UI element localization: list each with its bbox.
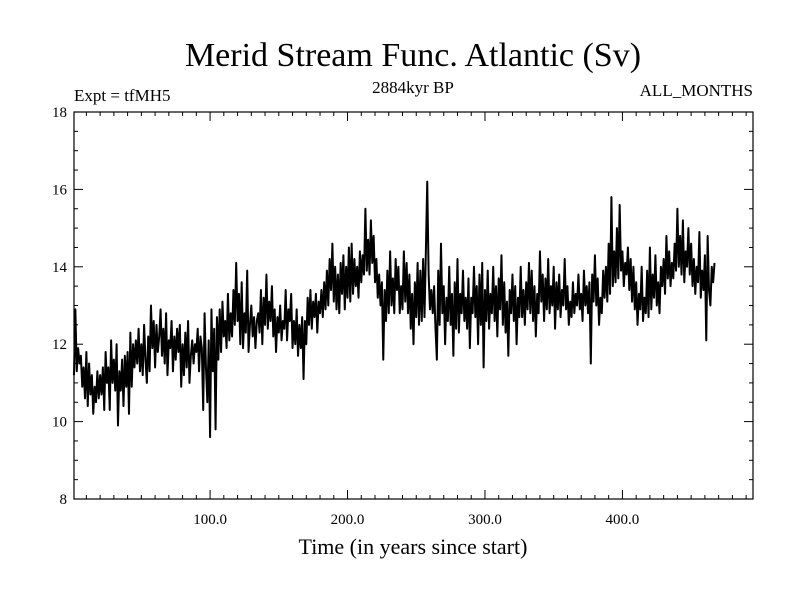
- y-tick-label: 8: [60, 492, 68, 508]
- x-axis-label: Time (in years since start): [299, 534, 528, 559]
- y-tick-label: 16: [52, 182, 68, 198]
- chart-title: Merid Stream Func. Atlantic (Sv): [185, 37, 641, 74]
- axis-tick-labels: 8 10 12 14 16 18 100.0 200.0 300.0 400.0: [52, 105, 639, 528]
- y-tick-label: 18: [52, 105, 67, 121]
- axis-ticks: [74, 111, 753, 500]
- plot-area-frame: [73, 111, 754, 500]
- x-tick-label: 300.0: [468, 512, 502, 528]
- months-label: ALL_MONTHS: [640, 81, 753, 100]
- x-tick-label: 200.0: [331, 512, 365, 528]
- y-tick-label: 10: [52, 415, 67, 431]
- y-tick-label: 14: [52, 260, 68, 276]
- y-tick-label: 12: [52, 337, 67, 353]
- series-line: [73, 180, 716, 439]
- period-label: 2884kyr BP: [372, 78, 454, 97]
- x-tick-label: 100.0: [193, 512, 227, 528]
- experiment-label: Expt = tfMH5: [74, 86, 170, 105]
- x-tick-label: 400.0: [606, 512, 640, 528]
